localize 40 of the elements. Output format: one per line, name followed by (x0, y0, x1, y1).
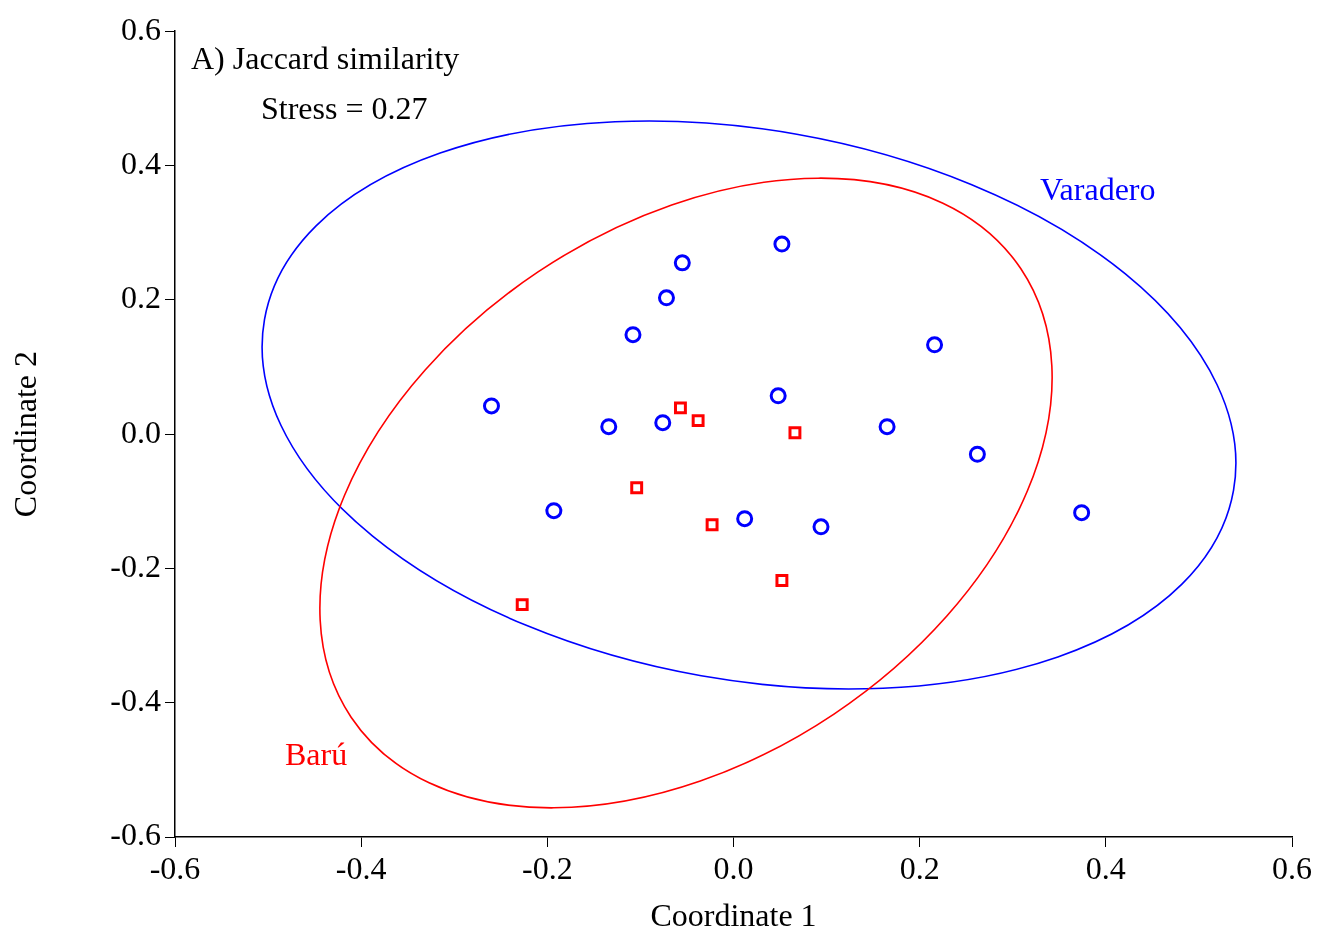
x-tick-label: 0.2 (899, 849, 940, 886)
x-tick-label: 0.0 (713, 849, 754, 886)
y-tick-label: 0.2 (121, 279, 161, 316)
y-tick-label: -0.2 (110, 547, 161, 584)
point (654, 414, 672, 432)
x-tick-label: -0.4 (335, 849, 387, 886)
point (736, 510, 754, 528)
point (812, 518, 830, 536)
point (1073, 504, 1091, 522)
point (673, 254, 691, 272)
point (657, 289, 675, 307)
point (624, 326, 642, 344)
x-tick-label: 0.6 (1272, 849, 1312, 886)
point (775, 574, 789, 587)
text: Stress = 0.27 (261, 90, 428, 127)
point (878, 418, 896, 436)
x-tick-label: -0.2 (522, 849, 573, 886)
point (545, 502, 563, 520)
chart-title: A) Jaccard similarity (191, 40, 460, 77)
point (515, 598, 529, 612)
text: Varadero (1040, 171, 1156, 207)
point (630, 481, 644, 495)
point (600, 418, 618, 436)
point (691, 414, 705, 428)
point (968, 445, 986, 463)
point (705, 518, 719, 532)
text: Barú (285, 736, 348, 772)
y-axis-title: Coordinate 2 (6, 351, 43, 518)
x-tick-label: 0.4 (1085, 849, 1126, 886)
point (788, 426, 802, 440)
x-axis-title: Coordinate 1 (650, 897, 817, 934)
y-tick-label: 0.4 (121, 144, 161, 181)
point (482, 397, 500, 415)
y-tick-label: -0.4 (110, 682, 161, 719)
y-tick-label: 0.0 (121, 413, 161, 450)
point (673, 401, 687, 415)
point (769, 387, 787, 405)
y-tick-label: 0.6 (121, 10, 161, 47)
point (926, 336, 944, 354)
point (773, 235, 791, 253)
